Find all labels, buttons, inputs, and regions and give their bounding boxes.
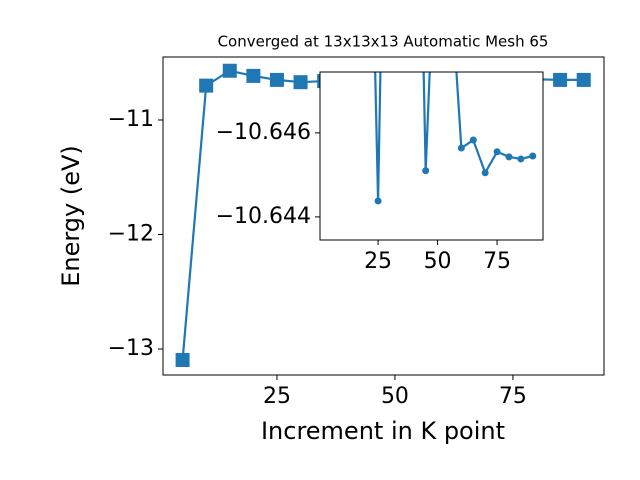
y-tick-label: −12	[108, 221, 154, 246]
marker	[481, 169, 489, 177]
x-axis-label: Increment in K point	[261, 417, 505, 445]
marker	[457, 144, 465, 152]
marker	[505, 153, 513, 161]
data-line	[374, 72, 534, 201]
x-tick-label: 25	[364, 249, 392, 274]
marker	[576, 72, 591, 87]
chart-title: Converged at 13x13x13 Automatic Mesh 65	[218, 33, 549, 51]
marker	[529, 152, 537, 160]
marker	[553, 72, 568, 87]
y-tick-label: −10.644	[216, 204, 311, 229]
marker	[493, 148, 501, 156]
y-tick-label: −10.646	[216, 120, 311, 145]
marker	[175, 352, 190, 367]
x-tick-label: 75	[499, 384, 527, 409]
x-tick-label: 75	[483, 249, 511, 274]
marker	[422, 167, 430, 175]
axes-frame	[162, 56, 605, 376]
marker	[374, 197, 382, 205]
axes-frame	[319, 71, 544, 241]
marker	[199, 78, 214, 93]
y-axis-label: Energy (eV)	[57, 145, 85, 287]
marker	[293, 75, 308, 90]
x-tick-label: 25	[263, 384, 291, 409]
marker	[517, 155, 525, 163]
marker	[469, 136, 477, 144]
y-tick-label: −13	[108, 336, 154, 361]
marker	[269, 72, 284, 87]
x-tick-label: 50	[424, 249, 452, 274]
plot-data	[374, 72, 537, 205]
marker	[246, 68, 261, 83]
x-tick-label: 50	[381, 384, 409, 409]
y-tick-label: −11	[108, 107, 154, 132]
marker	[222, 63, 237, 78]
